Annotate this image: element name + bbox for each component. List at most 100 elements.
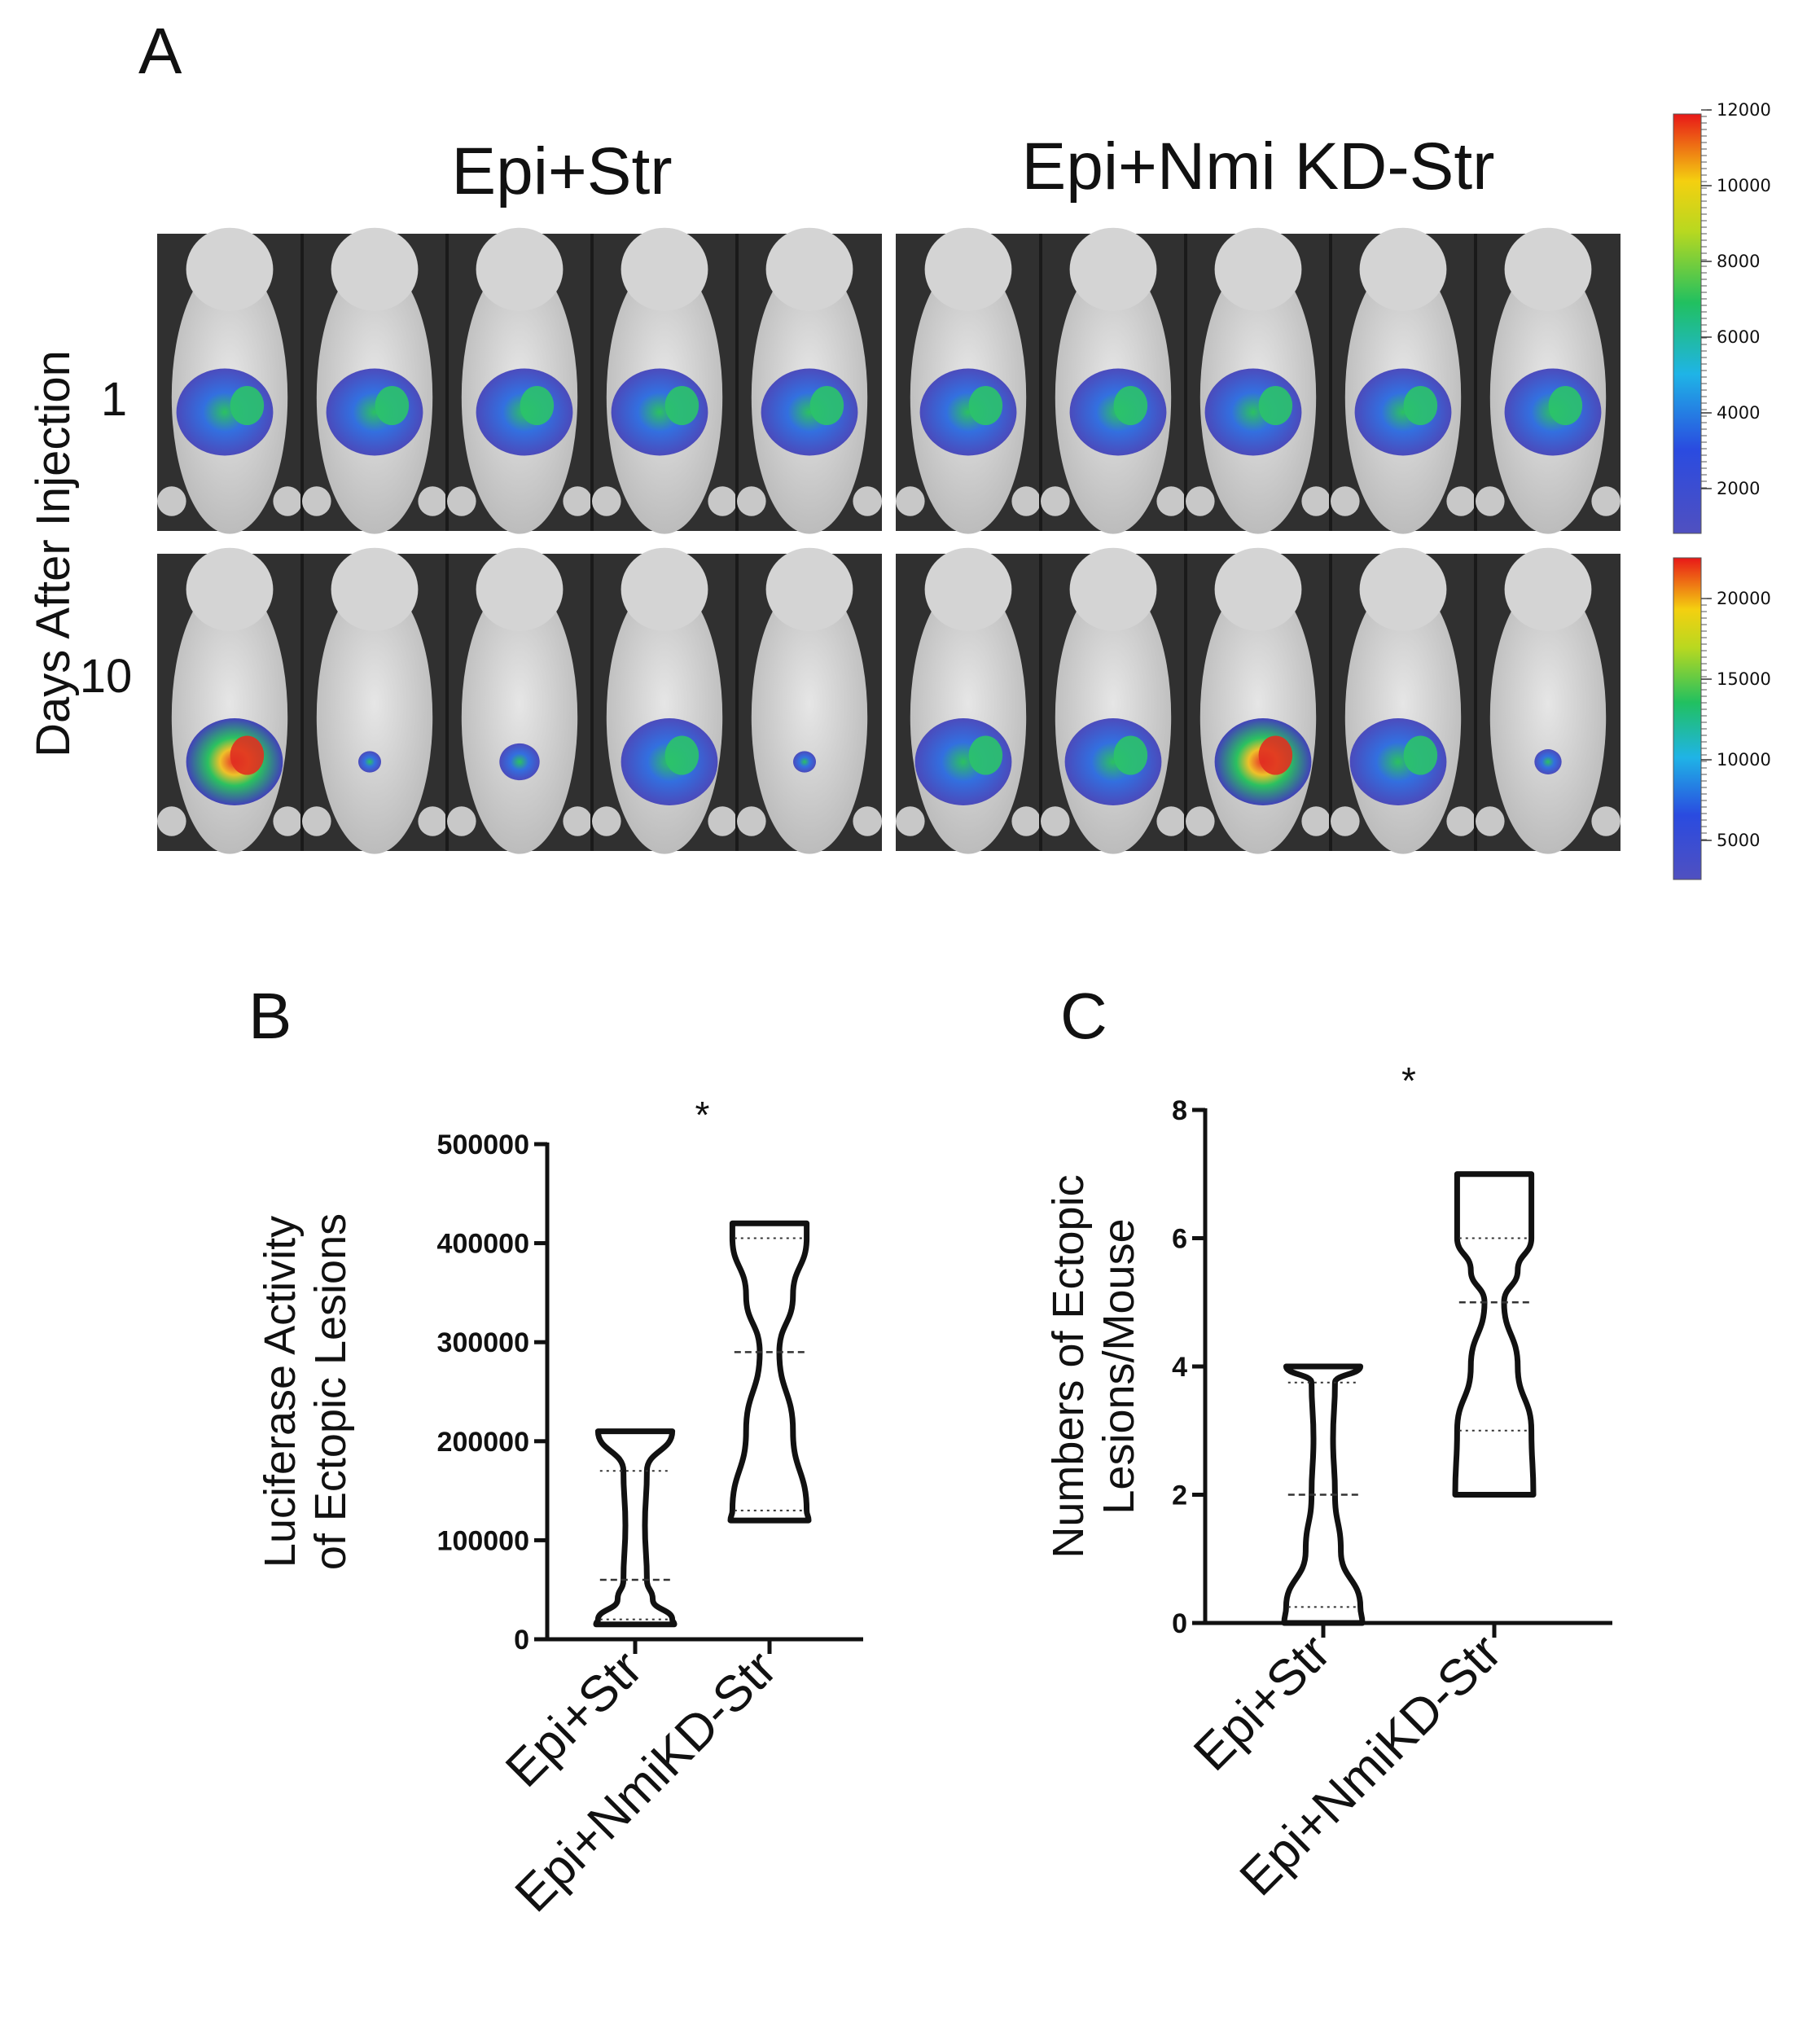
mouse — [1329, 227, 1476, 534]
mouse-leg — [1476, 486, 1505, 516]
category-label: Epi+Str — [1183, 1624, 1341, 1782]
luminescence-hotspot — [664, 735, 699, 775]
mouse-leg — [737, 486, 766, 516]
luminescence-signal — [326, 368, 423, 456]
mouse — [300, 227, 447, 534]
days-after-injection-label: Days After Injection — [27, 350, 80, 757]
y-tick-label: 0 — [1172, 1608, 1187, 1639]
y-axis-title-line: Numbers of Ectopic — [1044, 1174, 1093, 1558]
panel-letter-c: C — [1060, 980, 1107, 1052]
mouse-leg — [1476, 806, 1505, 836]
mouse-head — [1214, 547, 1302, 631]
mouse-head — [186, 547, 274, 631]
mouse-head — [1359, 227, 1447, 311]
luminescence-signal — [1064, 718, 1162, 805]
mouse-head — [476, 547, 564, 631]
mouse-leg — [1186, 486, 1215, 516]
luminescence-hotspot — [968, 385, 1003, 426]
mouse-leg — [708, 806, 737, 836]
color-scale-bar-day1 — [1673, 113, 1702, 534]
luminescence-signal — [499, 743, 540, 781]
scale-tick-label: 6000 — [1717, 327, 1760, 347]
luminescence-hotspot — [664, 385, 699, 426]
mouse-leg — [273, 486, 303, 516]
violin-control — [593, 1428, 678, 1628]
mouse-leg — [1156, 806, 1186, 836]
imaging-panel-control-day10 — [157, 547, 882, 854]
luminescence-signal — [1354, 368, 1452, 456]
mouse — [1184, 227, 1331, 534]
violin-control — [1281, 1363, 1366, 1626]
mouse-head — [331, 227, 419, 311]
mouse-leg — [1041, 486, 1070, 516]
y-tick-label: 200000 — [437, 1427, 529, 1458]
mouse-head — [1069, 547, 1157, 631]
mouse — [157, 547, 303, 854]
scale-tick-label: 10000 — [1717, 750, 1771, 770]
scale-tick-label: 5000 — [1717, 831, 1760, 850]
color-scale-bar-day10 — [1673, 557, 1702, 880]
mouse — [445, 227, 592, 534]
luminescence-hotspot — [809, 385, 844, 426]
scale-tick-label: 10000 — [1717, 176, 1771, 195]
y-tick-label: 300000 — [437, 1327, 529, 1358]
panel-letter-b: B — [248, 980, 292, 1052]
imaging-panel-knockdown-day10 — [896, 547, 1620, 854]
luminescence-hotspot — [1258, 385, 1293, 426]
mouse-body — [461, 580, 578, 854]
mouse-head — [621, 547, 708, 631]
mouse — [1184, 547, 1331, 854]
mouse-leg — [447, 806, 476, 836]
y-axis-title-line: of Ectopic Lesions — [306, 1213, 355, 1570]
mouse — [157, 227, 303, 534]
day-label-10: 10 — [80, 650, 133, 703]
scale-tick-label: 20000 — [1717, 589, 1771, 608]
mouse — [1329, 547, 1476, 854]
mouse-head — [765, 547, 853, 631]
mouse-head — [1214, 227, 1302, 311]
luminescence-hotspot — [1113, 385, 1148, 426]
mouse-head — [1069, 227, 1157, 311]
luminescence-hotspot — [1548, 385, 1583, 426]
mouse-head — [1504, 547, 1592, 631]
mouse-head — [476, 227, 564, 311]
mouse-leg — [563, 486, 592, 516]
mouse-leg — [302, 806, 331, 836]
violin-knockdown — [727, 1220, 812, 1524]
mouse — [1039, 547, 1186, 854]
mouse-leg — [1011, 486, 1041, 516]
mouse — [445, 547, 592, 854]
luminescence-hotspot — [375, 385, 410, 426]
scale-tick-label: 12000 — [1717, 100, 1771, 120]
y-tick-label: 8 — [1172, 1095, 1187, 1126]
mouse-head — [1504, 227, 1592, 311]
mouse-leg — [1331, 806, 1360, 836]
mouse-head — [924, 227, 1012, 311]
y-tick-label: 500000 — [437, 1129, 529, 1160]
mouse-leg — [1011, 806, 1041, 836]
y-tick-label: 100000 — [437, 1525, 529, 1556]
luminescence-signal — [792, 751, 817, 773]
luminescence-hotspot — [968, 735, 1003, 775]
mouse-leg — [1446, 806, 1476, 836]
mouse-body — [751, 580, 868, 854]
mouse-leg — [708, 486, 737, 516]
mouse-leg — [1186, 806, 1215, 836]
luminescence-hotspot — [1113, 735, 1148, 775]
mouse-head — [331, 547, 419, 631]
mouse-body — [316, 580, 433, 854]
mouse-leg — [592, 806, 621, 836]
mouse-leg — [157, 486, 186, 516]
violin-chart-luciferase: B 0 100000 200000 300000 400000 500000 Lucifera… — [248, 980, 863, 1923]
luminescence-hotspot — [1403, 735, 1438, 775]
panel-letter-a: A — [138, 15, 182, 87]
mouse — [1039, 227, 1186, 534]
significance-marker: * — [1401, 1059, 1416, 1102]
mouse-leg — [447, 486, 476, 516]
mouse-leg — [1331, 486, 1360, 516]
scale-tick-label: 2000 — [1717, 479, 1760, 498]
luminescence-hotspot — [230, 735, 265, 775]
group-title-control: Epi+Str — [451, 134, 672, 208]
mouse-leg — [418, 806, 447, 836]
